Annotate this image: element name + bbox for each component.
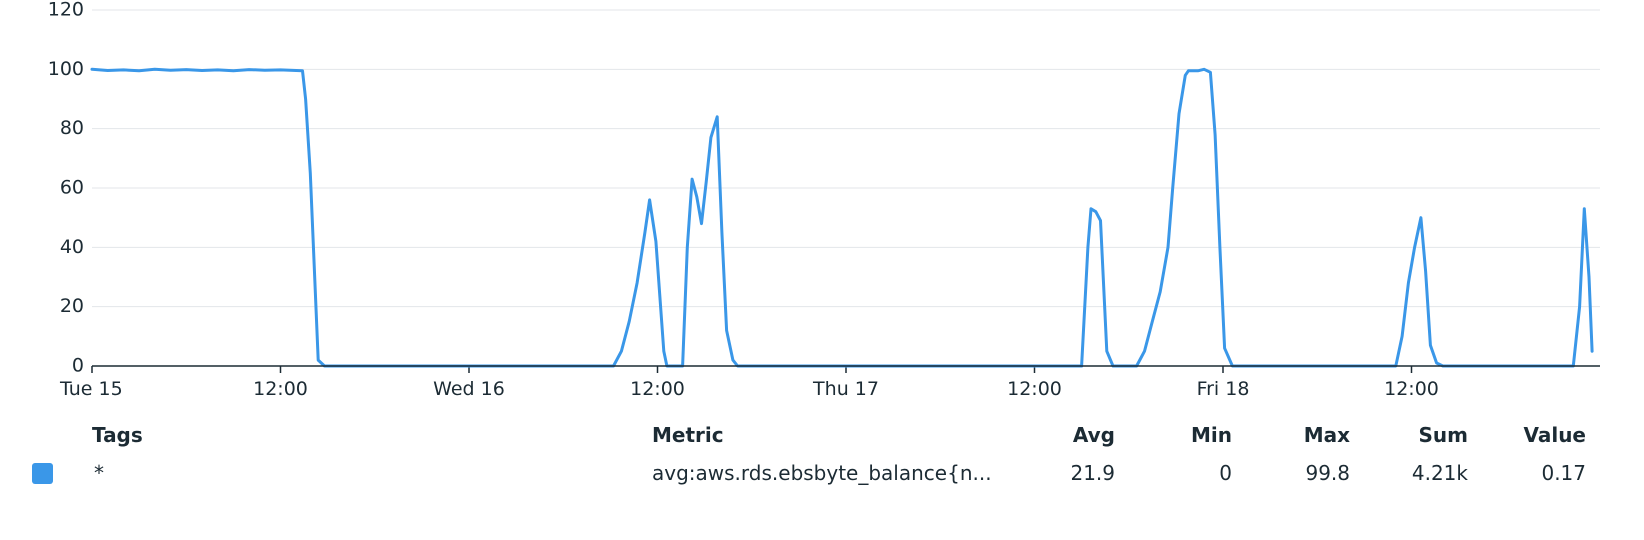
legend-header-row: Tags Metric Avg Min Max Sum Value [0, 420, 1644, 450]
x-axis-ticks: Tue 15 12:00 Wed 16 12:00 Thu 17 12:00 Fri 18 1… [59, 366, 1439, 400]
y-tick-label: 40 [60, 236, 84, 258]
y-axis-ticks: 0 20 40 60 80 100 120 [48, 0, 84, 377]
header-value[interactable]: Value [1523, 423, 1586, 447]
y-tick-label: 0 [72, 355, 84, 377]
x-tick-label: Thu 17 [812, 378, 879, 400]
row-value: 0.17 [1541, 461, 1586, 485]
row-max: 99.8 [1305, 461, 1350, 485]
legend-table: Tags Metric Avg Min Max Sum Value * avg:… [0, 420, 1644, 520]
x-tick-label: Tue 15 [59, 378, 123, 400]
y-tick-label: 80 [60, 117, 84, 139]
header-avg[interactable]: Avg [1072, 423, 1115, 447]
row-sum: 4.21k [1411, 461, 1468, 485]
x-tick-label: 12:00 [1007, 378, 1062, 400]
x-tick-label: Fri 18 [1197, 378, 1250, 400]
series-color-swatch[interactable] [32, 463, 53, 484]
header-sum[interactable]: Sum [1418, 423, 1468, 447]
y-tick-label: 60 [60, 177, 84, 199]
series-layer [90, 67, 1594, 368]
header-metric[interactable]: Metric [652, 423, 724, 447]
line-chart: 0 20 40 60 80 100 120 Tue 15 12:00 Wed 16 12:00 Th… [48, 0, 1600, 400]
y-tick-label: 120 [48, 0, 84, 21]
x-tick-label: 12:00 [253, 378, 308, 400]
gridlines [92, 9, 1600, 308]
row-tags: * [94, 461, 104, 485]
legend-row[interactable]: * avg:aws.rds.ebsbyte_balance{n... 21.9 … [0, 458, 1644, 488]
row-avg: 21.9 [1070, 461, 1115, 485]
y-tick-label: 100 [48, 58, 84, 80]
x-tick-label: 12:00 [630, 378, 685, 400]
row-min: 0 [1219, 461, 1232, 485]
y-tick-label: 20 [60, 295, 84, 317]
x-tick-label: Wed 16 [433, 378, 505, 400]
header-max[interactable]: Max [1303, 423, 1350, 447]
row-metric: avg:aws.rds.ebsbyte_balance{n... [652, 461, 992, 485]
x-tick-label: 12:00 [1384, 378, 1439, 400]
header-min[interactable]: Min [1191, 423, 1232, 447]
header-tags[interactable]: Tags [92, 423, 143, 447]
series-line-0[interactable] [90, 67, 1594, 368]
